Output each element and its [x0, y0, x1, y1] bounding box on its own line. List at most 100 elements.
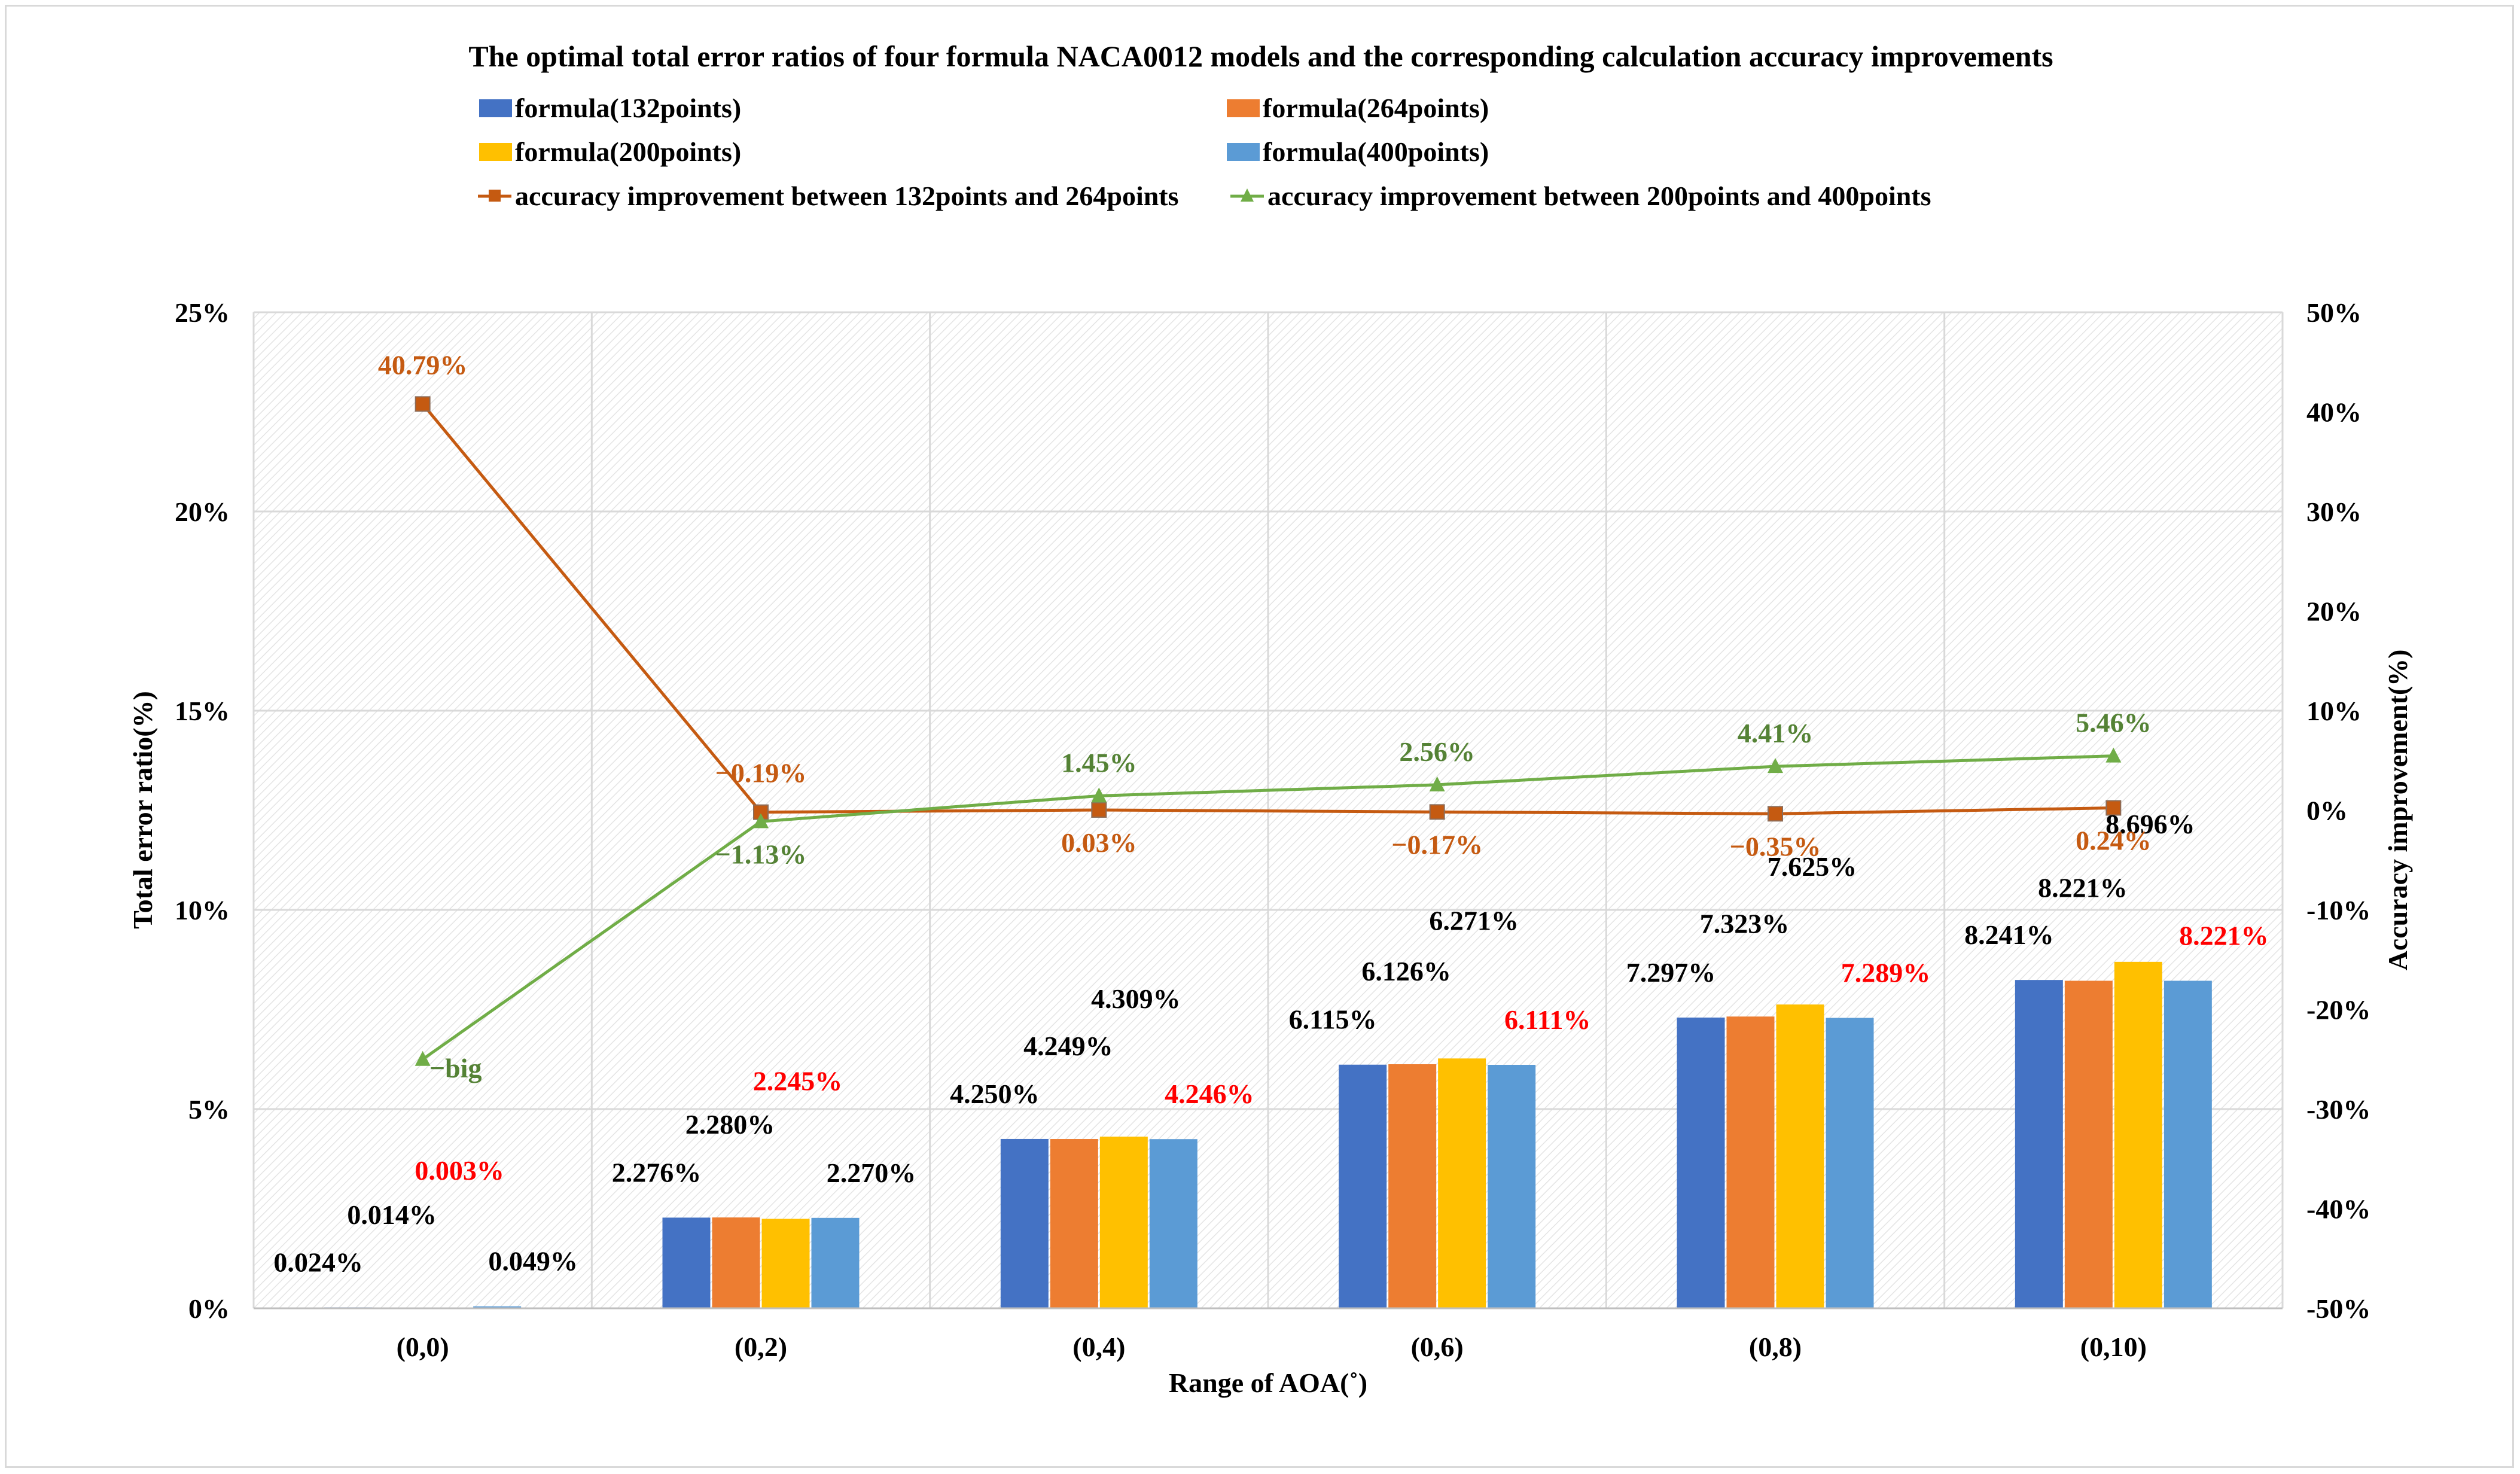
legend-marker	[489, 190, 501, 202]
line-marker-square	[1768, 806, 1783, 822]
legend-label: formula(264points)	[1263, 93, 1489, 123]
line-marker-triangle	[1091, 787, 1107, 803]
line-marker-square	[2105, 800, 2122, 816]
y-tick-label: 20%	[175, 497, 230, 527]
bar	[1050, 1139, 1098, 1308]
line-marker-square	[415, 396, 431, 412]
line-marker-triangle	[415, 1050, 431, 1066]
line-data-label: 4.41%	[1738, 718, 1814, 748]
bar-data-label: 6.115%	[1289, 1004, 1377, 1035]
line-data-label: −0.19%	[715, 758, 807, 788]
bar	[811, 1217, 860, 1308]
bar-data-label: 2.270%	[827, 1158, 916, 1188]
y2-tick-label: -10%	[2306, 895, 2370, 925]
line-data-label: 2.56%	[1399, 736, 1475, 767]
y2-tick-label: 30%	[2306, 497, 2361, 527]
bar	[1677, 1018, 1725, 1308]
legend-label: accuracy improvement between 200points a…	[1267, 181, 1931, 211]
bar	[1726, 1016, 1775, 1308]
legend-label: formula(132points)	[515, 93, 741, 123]
line-data-label: 0.03%	[1061, 827, 1137, 858]
legend-swatch	[1227, 99, 1260, 117]
bar	[1099, 1137, 1148, 1308]
bar-data-label: 2.276%	[612, 1157, 702, 1187]
bar	[2064, 980, 2113, 1308]
bar	[1000, 1138, 1049, 1308]
bar-data-label: 6.111%	[1504, 1004, 1590, 1035]
x-tick-label: (0,0)	[397, 1332, 449, 1362]
series-line	[422, 754, 2114, 1061]
y-tick-label: 15%	[175, 696, 230, 726]
y2-tick-label: 0%	[2306, 796, 2348, 826]
x-tick-label: (0,4)	[1072, 1332, 1125, 1362]
y2-tick-label: -40%	[2306, 1194, 2370, 1225]
bar-data-label: 8.241%	[1964, 919, 2054, 950]
line-series	[415, 396, 2122, 1066]
line-data-label: −big	[429, 1053, 482, 1083]
y2-tick-label: -50%	[2306, 1293, 2370, 1324]
y-tick-label: 5%	[188, 1094, 230, 1125]
line-data-label: 40.79%	[378, 349, 468, 380]
y2-tick-label: 40%	[2306, 397, 2361, 428]
bar	[1776, 1004, 1824, 1308]
combo-chart: The optimal total error ratios of four f…	[127, 39, 2413, 1398]
y2-tick-label: 20%	[2306, 596, 2361, 627]
legend-label: formula(200points)	[515, 136, 741, 167]
bar-data-label: 2.280%	[685, 1109, 775, 1140]
bar-data-label: 8.221%	[2179, 920, 2269, 951]
bar-data-label: 2.245%	[753, 1065, 843, 1096]
y-tick-label: 0%	[188, 1293, 230, 1324]
legend-marker	[1241, 188, 1254, 202]
y-tick-label: 25%	[175, 297, 230, 328]
bar	[2164, 980, 2212, 1308]
x-tick-label: (0,8)	[1749, 1332, 1802, 1362]
bar-data-label: 0.049%	[488, 1246, 578, 1277]
bar-data-label: 4.309%	[1091, 983, 1181, 1014]
bar	[1488, 1065, 1536, 1308]
axes: 0% 5% 10% 15% 20% 25% -50% -40% -30% -20% -10% 0% 10…	[175, 297, 2370, 1362]
line-data-label: 5.46%	[2076, 708, 2152, 738]
bar	[1339, 1064, 1387, 1308]
legend: formula(132points) formula(264points) form…	[478, 93, 1931, 211]
bar-data-label: 0.014%	[347, 1199, 437, 1230]
line-data-label: −0.17%	[1391, 829, 1483, 860]
line-data-label: 1.45%	[1061, 747, 1137, 778]
line-data-label: −0.35%	[1730, 831, 1821, 861]
y-tick-label: 10%	[175, 895, 230, 925]
bar-data-label: 4.249%	[1023, 1031, 1113, 1061]
bar-data-label: 4.250%	[950, 1079, 1040, 1109]
bar-data-label: 4.246%	[1165, 1079, 1254, 1109]
bar-data-label: 0.003%	[415, 1155, 504, 1186]
bar	[662, 1217, 711, 1308]
x-tick-label: (0,2)	[735, 1332, 787, 1362]
bar	[2114, 961, 2162, 1308]
bar	[2015, 980, 2063, 1308]
legend-label: accuracy improvement between 132points a…	[515, 181, 1179, 211]
y2-tick-label: 50%	[2306, 297, 2361, 328]
line-data-label: −1.13%	[715, 839, 807, 869]
line-data-label: 0.24%	[2076, 826, 2152, 856]
line-marker-square	[1429, 804, 1445, 820]
legend-label: formula(400points)	[1263, 136, 1489, 167]
line-marker-triangle	[753, 813, 769, 829]
bar	[1438, 1058, 1486, 1308]
bar	[1826, 1018, 1874, 1308]
bar-data-label: 7.625%	[1768, 851, 1857, 882]
data-labels: 0.024% 2.276% 4.250% 6.115% 7.297% 8.241% 0.01…	[273, 349, 2268, 1277]
series-line	[421, 403, 2114, 815]
bar-data-label: 7.297%	[1626, 957, 1716, 988]
y2-tick-label: -20%	[2306, 995, 2370, 1025]
y2-axis-title: Accuracy improvement(%)	[2382, 650, 2413, 971]
line-marker-square	[1091, 802, 1107, 818]
y2-tick-label: 10%	[2306, 696, 2361, 726]
bar	[712, 1217, 760, 1308]
bar	[761, 1219, 810, 1308]
bar-data-label: 6.271%	[1429, 905, 1519, 936]
bar-data-label: 7.323%	[1700, 908, 1790, 939]
chart-title: The optimal total error ratios of four f…	[468, 39, 2053, 73]
chart-frame: The optimal total error ratios of four f…	[5, 5, 2514, 1468]
y-axis-title: Total error ratio(%)	[127, 691, 158, 929]
bar-series	[324, 961, 2212, 1309]
bar-data-label: 0.024%	[273, 1247, 363, 1277]
bar	[1149, 1139, 1197, 1308]
